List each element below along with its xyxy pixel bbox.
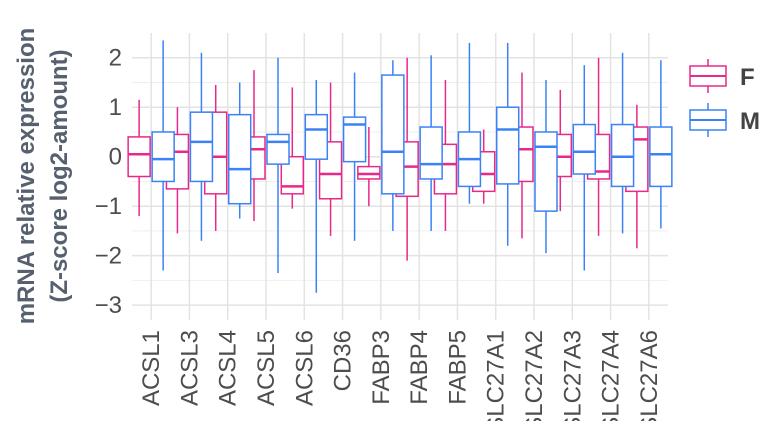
box-m-fabp4 [419, 55, 443, 231]
box-m-acsl4 [227, 82, 252, 219]
box-f-fabp3 [357, 127, 381, 207]
x-tick-label: SLC27A3 [559, 330, 586, 421]
box-m-slc27a4 [610, 52, 635, 234]
y-tick-label: −3 [95, 292, 122, 319]
box-body [572, 123, 597, 175]
y-axis-ticks: −3 −2 −1 0 1 2 [95, 45, 122, 319]
x-tick-label: ACSL3 [176, 330, 203, 406]
box-m-acsl6 [304, 80, 329, 293]
box-body [227, 113, 252, 205]
box-m-slc27a6 [649, 60, 673, 229]
box-body [280, 155, 305, 195]
legend-label-f: F [740, 64, 755, 91]
box-m-slc27a1 [495, 42, 520, 246]
y-tick-label: 2 [109, 45, 122, 72]
box-body [381, 74, 405, 195]
box-body [151, 131, 175, 183]
box-m-slc27a2 [534, 80, 558, 254]
x-tick-label: CD36 [330, 330, 357, 391]
y-axis-label-line-1: mRNA relative expression [13, 28, 40, 325]
box-body [127, 136, 151, 178]
box-body [189, 111, 214, 183]
box-f-acsl1 [127, 99, 151, 217]
x-tick-label: FABP5 [444, 330, 471, 405]
legend-item-f: F [689, 59, 755, 93]
x-tick-label: SLC27A1 [483, 330, 510, 421]
box-body [649, 126, 673, 188]
x-tick-label: SLC27A2 [521, 330, 548, 421]
x-axis-ticks: ACSL1 ACSL3 ACSL4 ACSL5 ACSL6 CD36 FABP3 FABP4 F… [138, 330, 663, 421]
box-m-cd36 [342, 72, 367, 241]
y-tick-label: −1 [95, 193, 122, 220]
box-body [266, 133, 290, 165]
legend-label-m: M [740, 108, 760, 135]
box-m-acsl3 [189, 52, 214, 241]
y-tick-label: 1 [109, 94, 122, 121]
box-m-acsl5 [266, 57, 290, 273]
box-m-acsl1 [151, 40, 175, 271]
box-m-fabp3 [381, 60, 405, 231]
box-body [534, 131, 558, 212]
x-tick-label: ACSL5 [253, 330, 280, 406]
box-body [419, 126, 443, 180]
box-m-slc27a3 [572, 65, 597, 271]
box-f-acsl6 [280, 87, 305, 209]
x-tick-label: FABP4 [406, 330, 433, 405]
y-axis-label-line-2: (Z-score log2-amount) [46, 49, 73, 302]
box-body [304, 113, 329, 160]
x-tick-label: FABP3 [368, 330, 395, 405]
legend: F M [689, 59, 760, 137]
x-tick-label: ACSL4 [215, 330, 242, 406]
x-tick-label: ACSL1 [138, 330, 165, 406]
box-body [495, 106, 520, 185]
boxes [127, 40, 673, 293]
x-tick-label: SLC27A4 [598, 330, 625, 421]
box-m-fabp5 [457, 42, 482, 204]
x-tick-label: ACSL6 [291, 330, 318, 406]
box-body [342, 116, 367, 163]
y-tick-label: −2 [95, 243, 122, 270]
legend-item-m: M [689, 103, 760, 137]
y-tick-label: 0 [109, 144, 122, 171]
x-tick-label: SLC27A6 [636, 330, 663, 421]
